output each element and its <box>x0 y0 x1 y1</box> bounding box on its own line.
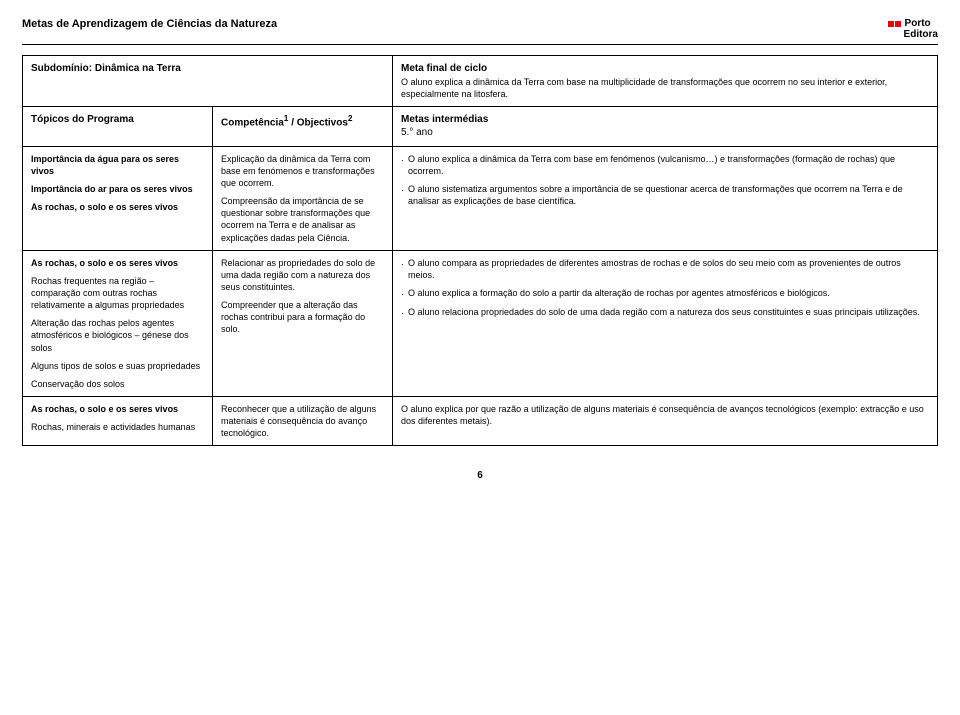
topic-item: Importância do ar para os seres vivos <box>31 183 204 195</box>
topic-item: Conservação dos solos <box>31 378 204 390</box>
meta-final-text: O aluno explica a dinâmica da Terra com … <box>401 76 929 100</box>
meta-final-label: Meta final de ciclo <box>401 62 929 76</box>
topicos-cell: As rochas, o solo e os seres vivos Rocha… <box>23 397 213 446</box>
document-title: Metas de Aprendizagem de Ciências da Nat… <box>22 18 277 30</box>
logo-icon <box>888 21 901 27</box>
content-table: Subdomínio: Dinâmica na Terra Meta final… <box>22 55 938 446</box>
table-row: As rochas, o solo e os seres vivos Rocha… <box>23 397 938 446</box>
metas-cell: · O aluno compara as propriedades de dif… <box>393 250 938 396</box>
subdomain-row: Subdomínio: Dinâmica na Terra Meta final… <box>23 56 938 107</box>
table-row: Importância da água para os seres vivos … <box>23 146 938 250</box>
topic-item: Importância da água para os seres vivos <box>31 153 204 177</box>
logo-line1: Porto <box>905 18 931 29</box>
bullet-icon: · <box>401 287 404 300</box>
metas-cell: · O aluno explica a dinâmica da Terra co… <box>393 146 938 250</box>
headers-row: Tópicos do Programa Competência1 / Objec… <box>23 106 938 146</box>
topic-item: As rochas, o solo e os seres vivos <box>31 257 204 269</box>
bullet-icon: · <box>401 257 404 270</box>
page-number: 6 <box>22 470 938 481</box>
competencia-item: Relacionar as propriedades do solo de um… <box>221 257 384 293</box>
competencia-item: Reconhecer que a utilização de alguns ma… <box>221 403 384 439</box>
competencia-header: Competência1 / Objectivos2 <box>213 106 393 146</box>
table-row: As rochas, o solo e os seres vivos Rocha… <box>23 250 938 396</box>
bullet-icon: · <box>401 153 404 166</box>
topic-item: Rochas, minerais e actividades humanas <box>31 421 204 433</box>
topic-item: Rochas frequentes na região – comparação… <box>31 275 204 311</box>
page: Metas de Aprendizagem de Ciências da Nat… <box>0 0 960 499</box>
meta-item: · O aluno relaciona propriedades do solo… <box>401 306 929 319</box>
topicos-cell: As rochas, o solo e os seres vivos Rocha… <box>23 250 213 396</box>
metas-int-label: Metas intermédias <box>401 113 929 127</box>
topicos-header: Tópicos do Programa <box>23 106 213 146</box>
topic-item: As rochas, o solo e os seres vivos <box>31 201 204 213</box>
topic-item: As rochas, o solo e os seres vivos <box>31 403 204 415</box>
bullet-icon: · <box>401 306 404 319</box>
page-header: Metas de Aprendizagem de Ciências da Nat… <box>22 18 938 45</box>
topic-item: Alteração das rochas pelos agentes atmos… <box>31 317 204 353</box>
competencia-cell: Relacionar as propriedades do solo de um… <box>213 250 393 396</box>
meta-item: · O aluno sistematiza argumentos sobre a… <box>401 183 929 207</box>
ano-label: 5.° ano <box>401 126 929 140</box>
topicos-cell: Importância da água para os seres vivos … <box>23 146 213 250</box>
topic-item: Alguns tipos de solos e suas propriedade… <box>31 360 204 372</box>
bullet-icon: · <box>401 183 404 196</box>
competencia-cell: Explicação da dinâmica da Terra com base… <box>213 146 393 250</box>
logo-line2: Editora <box>904 29 938 40</box>
meta-final-cell: Meta final de ciclo O aluno explica a di… <box>393 56 938 107</box>
competencia-cell: Reconhecer que a utilização de alguns ma… <box>213 397 393 446</box>
competencia-item: Explicação da dinâmica da Terra com base… <box>221 153 384 189</box>
metas-cell: O aluno explica por que razão a utilizaç… <box>393 397 938 446</box>
subdomain-cell: Subdomínio: Dinâmica na Terra <box>23 56 393 107</box>
publisher-logo: Porto Editora <box>888 18 938 40</box>
meta-item: O aluno explica por que razão a utilizaç… <box>401 403 929 427</box>
meta-item: · O aluno explica a dinâmica da Terra co… <box>401 153 929 177</box>
meta-item: · O aluno explica a formação do solo a p… <box>401 287 929 300</box>
meta-item: · O aluno compara as propriedades de dif… <box>401 257 929 281</box>
competencia-item: Compreender que a alteração das rochas c… <box>221 299 384 335</box>
metas-int-header-cell: Metas intermédias 5.° ano <box>393 106 938 146</box>
competencia-item: Compreensão da importância de se questio… <box>221 195 384 244</box>
